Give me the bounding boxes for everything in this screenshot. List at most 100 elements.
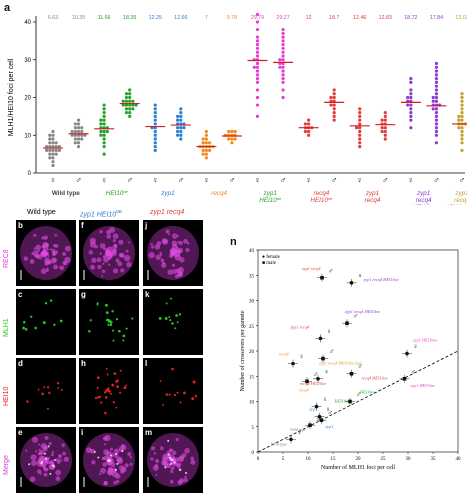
y-tick-label: 10 [24, 133, 31, 139]
chromatin-spot [43, 251, 49, 256]
data-point [153, 133, 157, 137]
data-point [354, 126, 359, 130]
mean-value-label: 12.83 [379, 15, 392, 21]
chromatin-spot [106, 247, 109, 251]
data-point [383, 114, 387, 118]
data-point [201, 148, 205, 152]
data-point [358, 111, 362, 115]
point-sex-symbol: ♂ [313, 371, 318, 378]
data-point [380, 118, 384, 122]
data-point [255, 50, 260, 54]
chromatin-spot [153, 451, 157, 455]
data-point [434, 69, 439, 73]
point-label: zyp1 recq4 HEI10oe [363, 277, 399, 282]
point-male [308, 423, 312, 428]
focus-dot [60, 389, 63, 392]
micrograph-j: j [143, 220, 203, 286]
data-point [281, 43, 285, 47]
data-point [332, 118, 336, 122]
y-tick-label: 20 [249, 350, 255, 355]
chromatin-spot [50, 453, 54, 457]
data-point [102, 144, 106, 149]
data-point [406, 95, 410, 100]
chromatin-spot [160, 446, 164, 451]
micrograph-image [147, 433, 199, 487]
data-point [207, 148, 212, 152]
focus-dot [119, 369, 122, 372]
data-point [252, 65, 256, 69]
focus-dot [111, 383, 115, 387]
data-point [51, 156, 55, 160]
chromatin-spot [49, 460, 54, 465]
data-point [307, 129, 311, 134]
data-point [383, 137, 387, 141]
point-female [314, 404, 319, 409]
data-point [80, 137, 84, 141]
point-male [305, 379, 309, 384]
data-point [329, 103, 333, 107]
data-point [70, 133, 74, 137]
sex-symbol: ♀ [356, 175, 363, 185]
sex-symbol: ♂ [433, 175, 440, 185]
data-point [255, 95, 260, 100]
data-point [179, 126, 183, 130]
merge-focus [179, 468, 182, 471]
data-point [409, 126, 413, 130]
data-point [153, 129, 157, 134]
chromatin-spot [89, 241, 96, 248]
data-point [102, 122, 106, 126]
data-point [281, 95, 285, 100]
data-point [153, 122, 157, 126]
data-point [383, 111, 387, 115]
chromatin-spot [174, 457, 180, 463]
chromatin-spot [171, 249, 178, 255]
sex-symbol: ♂ [382, 175, 389, 185]
mean-value-label: 6.63 [48, 15, 58, 21]
data-point [51, 141, 55, 145]
chromatin-spot [46, 248, 50, 251]
data-point [102, 111, 106, 115]
data-point [255, 73, 260, 77]
focus-dot [107, 323, 110, 326]
data-point [434, 114, 439, 118]
data-point [124, 107, 129, 111]
focus-dot [115, 317, 119, 321]
data-point [255, 77, 260, 81]
chromatin-spot [35, 244, 41, 250]
chromatin-spot [170, 470, 174, 474]
merge-focus [93, 450, 96, 453]
micrograph-c: c [16, 289, 76, 355]
chromatin-spot [170, 466, 175, 471]
genotype-label: zyp1 [454, 190, 467, 197]
chromatin-spot [39, 472, 42, 475]
chromatin-spot [98, 473, 102, 476]
chromatin-spot [171, 450, 177, 456]
point-sex-symbol: ♀ [323, 397, 328, 404]
chromatin-spot [32, 436, 38, 443]
merge-focus [28, 463, 31, 466]
channel-label-mlh1: MLH1 [3, 318, 10, 337]
mean-value-label: 18.35 [123, 15, 136, 21]
chromatin-spot [58, 454, 61, 457]
merge-focus [49, 472, 52, 475]
chromatin-spot [169, 249, 173, 253]
sex-symbol: ♂ [229, 175, 236, 185]
chromatin-spot [177, 456, 184, 463]
micrograph-f: f [79, 220, 139, 286]
y-axis-label: MLH1/HEI10 foci per cell [8, 58, 15, 136]
merge-focus [47, 445, 50, 448]
micrograph-k: k [143, 289, 203, 355]
sex-symbol: ♂ [126, 175, 133, 185]
chromatin-spot [151, 446, 156, 451]
data-point [51, 160, 55, 164]
focus-dot [107, 389, 111, 393]
data-point [409, 114, 413, 118]
data-point [201, 152, 205, 156]
legend-entry: ● female [262, 255, 281, 260]
micro-panel-letter: m [145, 428, 153, 437]
chromatin-spot [29, 476, 36, 483]
point-sex-symbol: ♂ [353, 313, 358, 320]
chromatin-spot [169, 479, 174, 484]
point-label: zyp1 recq4 HEI10oe fig1 [318, 361, 362, 366]
chromatin-spot [41, 236, 45, 240]
